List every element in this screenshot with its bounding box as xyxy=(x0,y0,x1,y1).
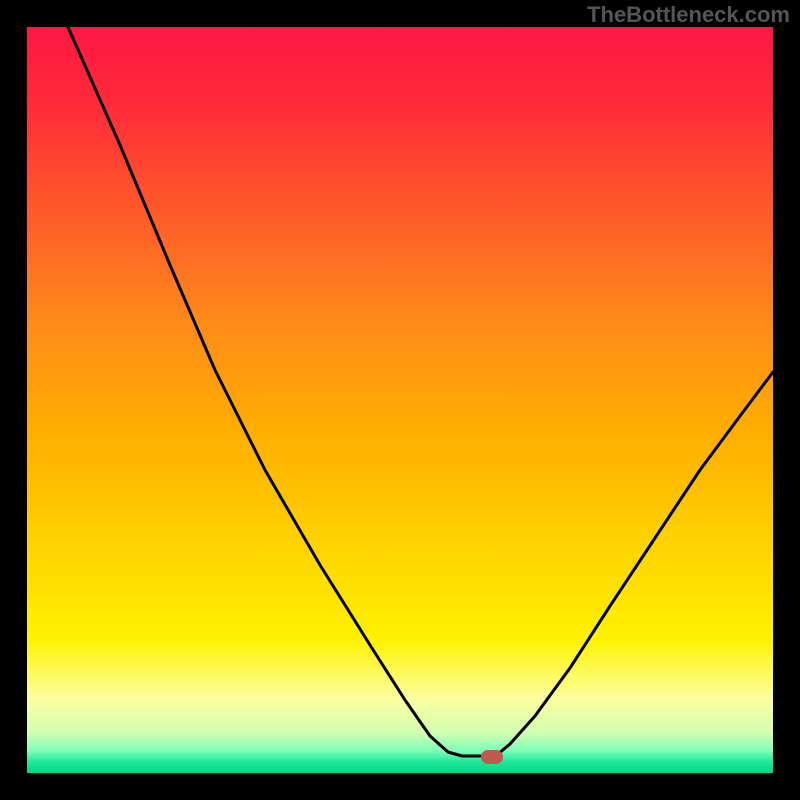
chart-container: TheBottleneck.com xyxy=(0,0,800,800)
chart-plot xyxy=(0,0,800,800)
minimum-marker xyxy=(481,750,503,764)
chart-gradient-rect xyxy=(27,27,773,773)
watermark-text: TheBottleneck.com xyxy=(587,2,790,28)
